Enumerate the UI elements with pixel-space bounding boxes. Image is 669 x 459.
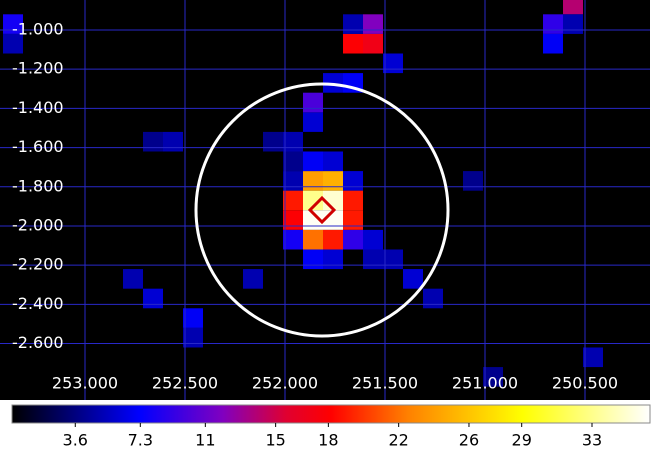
y-tick-label: -1.000 [12, 19, 64, 38]
x-tick-label: 253.000 [52, 374, 118, 393]
cell [283, 190, 303, 211]
cell [383, 53, 403, 74]
cell [323, 73, 343, 93]
cell [3, 33, 23, 54]
cell [543, 14, 563, 34]
x-tick-label: 250.500 [552, 374, 618, 393]
cell [283, 171, 303, 191]
colorbar [11, 404, 651, 424]
y-tick-label: -1.200 [12, 59, 64, 78]
cell [543, 33, 563, 54]
cell [303, 249, 323, 270]
cell [3, 14, 23, 34]
cell [323, 249, 343, 270]
colorbar-tick-label: 3.6 [63, 431, 88, 450]
cells [3, 0, 603, 387]
x-tick-label: 251.500 [352, 374, 418, 393]
cell [343, 33, 363, 54]
cell [303, 112, 323, 132]
colorbar-tick-label: 7.3 [128, 431, 153, 450]
cell [243, 269, 263, 289]
source-marker [307, 195, 337, 225]
cell [343, 190, 363, 211]
colorbar-tick-label: 18 [318, 431, 338, 450]
colorbar-tick-label: 11 [195, 431, 215, 450]
cell [303, 210, 323, 230]
y-tick-label: -1.400 [12, 98, 64, 117]
cell [563, 0, 583, 15]
colorbar-tick-label: 26 [459, 431, 479, 450]
cell [343, 171, 363, 191]
x-tick-label: 252.500 [152, 374, 218, 393]
cell [323, 171, 343, 191]
colorbar-tick-label: 33 [582, 431, 602, 450]
cell [303, 229, 323, 250]
cell [303, 190, 323, 211]
cell [583, 347, 603, 368]
cell [363, 249, 383, 270]
grid [0, 0, 650, 400]
cell [363, 229, 383, 250]
cell [123, 269, 143, 289]
cell [323, 229, 343, 250]
cell [303, 171, 323, 191]
cell [263, 131, 283, 152]
cell [283, 210, 303, 230]
cell [283, 229, 303, 250]
x-tick-label: 252.000 [252, 374, 318, 393]
cell [303, 92, 323, 113]
cell [283, 131, 303, 152]
cell [283, 151, 303, 172]
labels: 253.000 252.500 252.000 251.500 251.000 250.5… [12, 19, 618, 392]
cell [363, 33, 383, 54]
y-tick-label: -2.000 [12, 215, 64, 234]
cell [143, 288, 163, 309]
cell [403, 269, 423, 289]
y-tick-label: -2.400 [12, 294, 64, 313]
cell [343, 229, 363, 250]
cell [383, 249, 403, 270]
colorbar-tick-label: 22 [388, 431, 408, 450]
cell [363, 14, 383, 34]
y-tick-label: -1.600 [12, 137, 64, 156]
cell [563, 14, 583, 34]
y-tick-label: -1.800 [12, 176, 64, 195]
region-circle [194, 82, 450, 338]
cell [343, 14, 363, 34]
cell [483, 367, 503, 387]
y-tick-label: -2.600 [12, 333, 64, 352]
cell [163, 131, 183, 152]
cell [303, 151, 323, 172]
cell [423, 288, 443, 309]
cell [323, 151, 343, 172]
cell [183, 327, 203, 348]
colorbar-tick-label: 29 [512, 431, 532, 450]
cell [183, 308, 203, 328]
cell [343, 210, 363, 230]
cell [143, 131, 163, 152]
y-tick-label: -2.200 [12, 255, 64, 274]
colorbar-tick-label: 15 [265, 431, 285, 450]
x-tick-label: 251.000 [452, 374, 518, 393]
cell [463, 171, 483, 191]
